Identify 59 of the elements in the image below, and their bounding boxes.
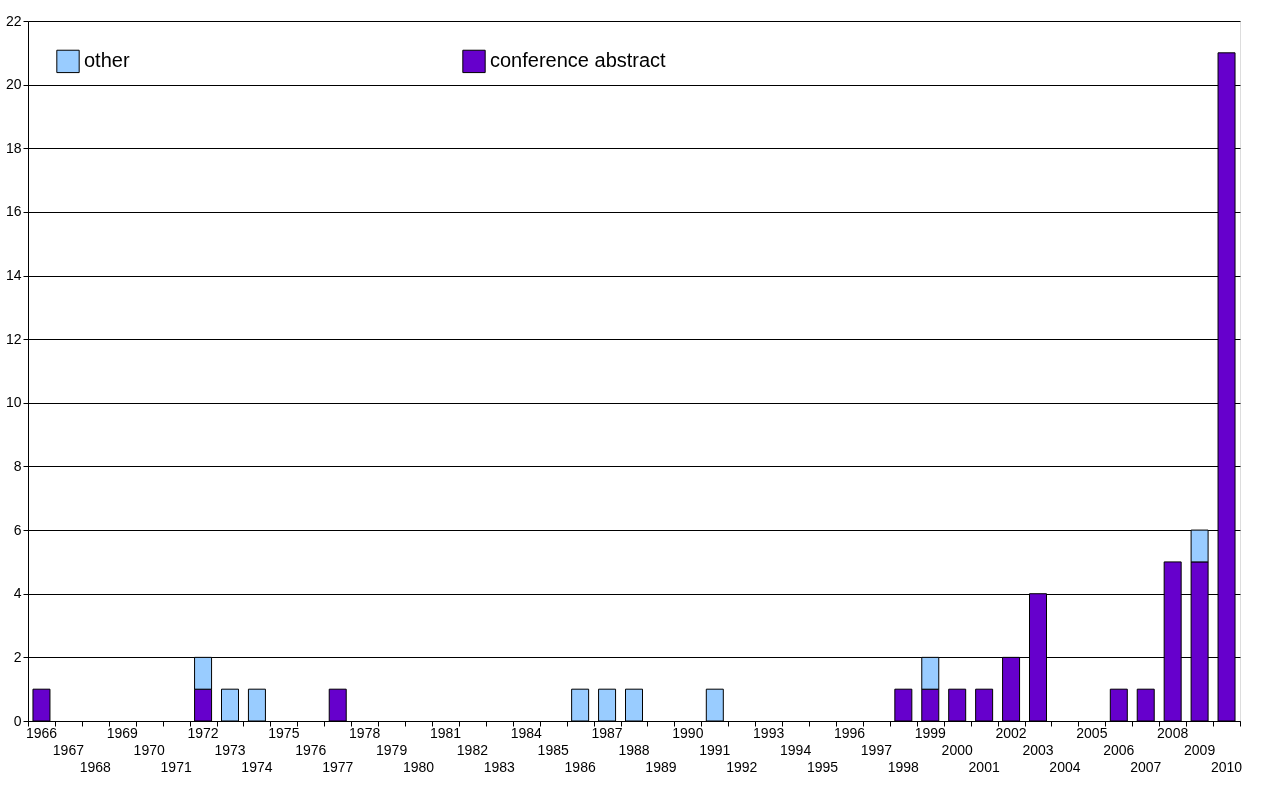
y-tick-label: 10 [5, 394, 22, 411]
legend-label: conference abstract [490, 49, 667, 72]
x-tick-label: 1998 [887, 759, 920, 775]
x-tick-label: 2002 [995, 725, 1027, 741]
x-tick-label: 1983 [483, 759, 516, 775]
x-tick-label: 1975 [268, 725, 300, 741]
x-tick-label: 1986 [564, 759, 596, 775]
y-tick-label: 4 [13, 585, 22, 602]
x-tick-label: 1989 [645, 759, 677, 775]
x-tick-label: 1967 [52, 742, 85, 758]
x-tick-label: 1996 [833, 725, 866, 741]
x-tick-label: 1982 [456, 742, 489, 758]
x-tick-label: 1978 [349, 725, 381, 741]
x-tick-label: 1995 [806, 759, 839, 775]
x-tick-label: 1980 [402, 759, 435, 775]
y-tick-label: 8 [13, 457, 22, 474]
x-tick-label: 1970 [133, 742, 165, 758]
x-tick-label: 1972 [187, 725, 219, 741]
x-tick-label: 2000 [941, 742, 973, 758]
y-tick-label: 12 [5, 330, 22, 347]
y-tick-label: 20 [5, 76, 22, 93]
x-tick-label: 2004 [1049, 759, 1081, 775]
x-tick-label: 1984 [510, 725, 543, 741]
y-tick-label: 0 [13, 712, 22, 729]
legend-label: other [84, 49, 130, 72]
x-tick-label: 1974 [241, 759, 273, 775]
y-tick-label: 16 [5, 203, 22, 220]
y-tick-label: 2 [13, 648, 22, 665]
x-tick-label: 1971 [160, 759, 192, 775]
x-tick-label: 2001 [968, 759, 1000, 775]
x-tick-label: 1987 [591, 725, 623, 741]
x-tick-label: 1997 [860, 742, 893, 758]
x-tick-label: 2007 [1130, 759, 1162, 775]
x-tick-label: 1999 [914, 725, 947, 741]
x-tick-label: 1981 [429, 725, 462, 741]
x-tick-label: 2003 [1022, 742, 1054, 758]
y-tick-label: 22 [5, 12, 22, 29]
y-tick-label: 14 [5, 267, 22, 284]
x-tick-label: 1979 [376, 742, 408, 758]
y-tick-label: 6 [13, 521, 22, 538]
x-tick-label: 1991 [699, 742, 731, 758]
y-tick-label: 18 [5, 139, 22, 156]
x-tick-label: 2010 [1210, 759, 1243, 775]
x-tick-label: 1994 [780, 742, 812, 758]
x-tick-label: 1988 [618, 742, 650, 758]
x-tick-label: 2005 [1076, 725, 1108, 741]
x-tick-label: 1993 [753, 725, 785, 741]
x-tick-label: 1985 [537, 742, 569, 758]
x-tick-label: 1977 [322, 759, 354, 775]
x-tick-label: 2008 [1157, 725, 1189, 741]
x-tick-label: 1966 [25, 725, 58, 741]
x-tick-label: 1992 [726, 759, 758, 775]
x-tick-label: 2009 [1184, 742, 1216, 758]
x-tick-label: 1973 [214, 742, 246, 758]
x-tick-label: 2006 [1103, 742, 1135, 758]
x-tick-label: 1969 [106, 725, 139, 741]
x-tick-label: 1976 [295, 742, 327, 758]
x-tick-label: 1990 [672, 725, 704, 741]
x-tick-label: 1968 [79, 759, 112, 775]
